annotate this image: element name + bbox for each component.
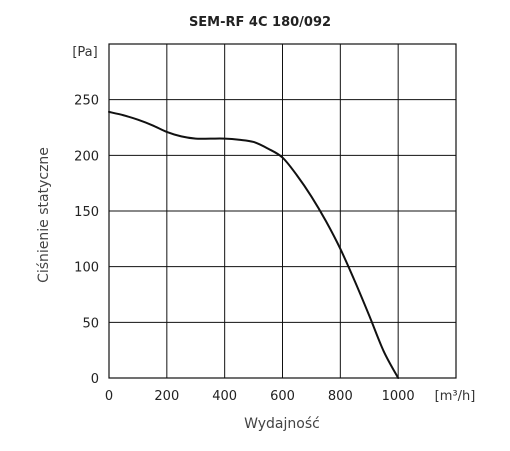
x-tick-label: 600: [270, 389, 295, 404]
tick-labels: 0 200 400 600 800 1000 0 50 100 150 200 250: [74, 94, 415, 404]
x-tick-label: 1000: [382, 389, 415, 404]
x-axis-label: Wydajność: [244, 416, 320, 432]
grid: [108, 43, 457, 379]
y-tick-label: 0: [91, 372, 99, 387]
y-tick-label: 100: [74, 261, 99, 276]
x-tick-label: 200: [154, 389, 179, 404]
x-tick-label: 0: [105, 389, 113, 404]
y-tick-label: 150: [74, 205, 99, 220]
fan-curve-line: [108, 110, 400, 379]
x-axis-unit: [m³/h]: [435, 389, 476, 404]
chart-title: SEM-RF 4C 180/092: [189, 15, 331, 30]
y-axis-label: Ciśnienie statyczne: [36, 147, 52, 283]
x-tick-label: 800: [328, 389, 353, 404]
y-tick-label: 250: [74, 94, 99, 109]
y-tick-label: 50: [82, 316, 99, 331]
y-tick-label: 200: [74, 149, 99, 164]
x-tick-label: 400: [212, 389, 237, 404]
y-axis-unit: [Pa]: [72, 45, 97, 60]
